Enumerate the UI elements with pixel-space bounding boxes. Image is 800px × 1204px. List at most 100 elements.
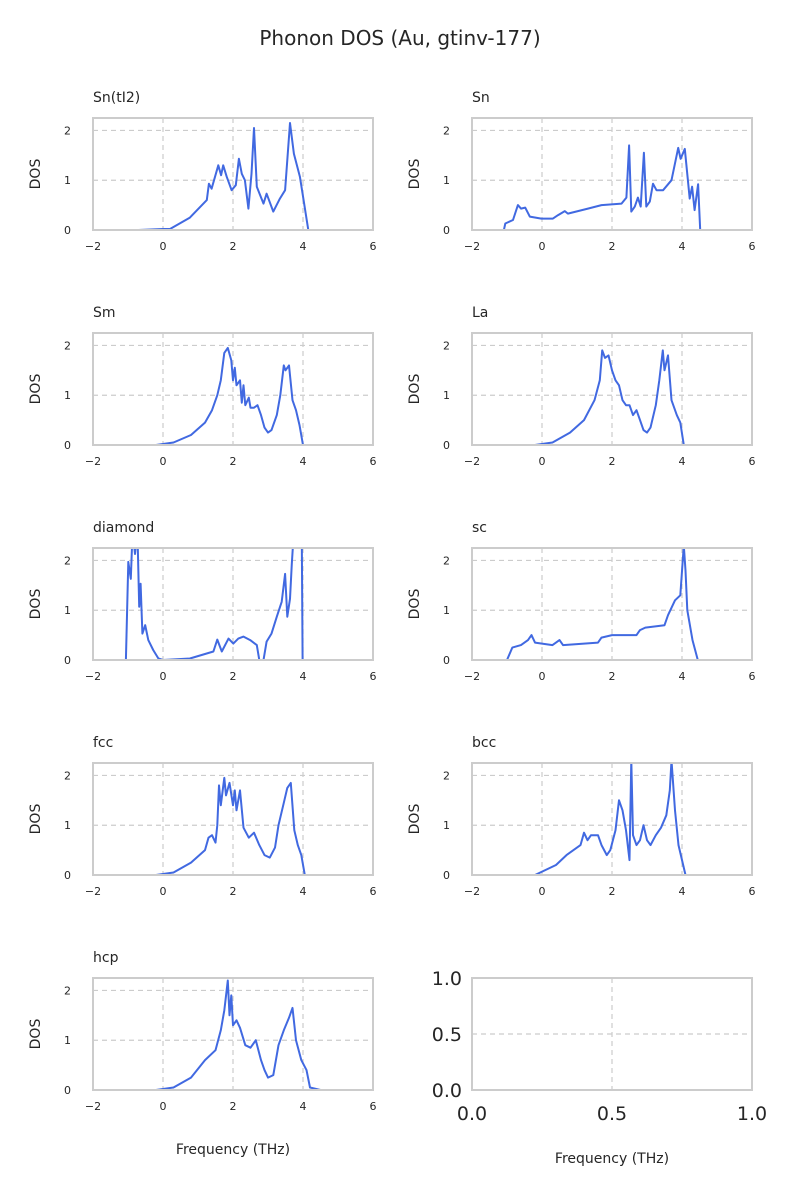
subplot-title: Sn(tI2) [93,90,140,106]
dos-series-line [138,122,325,230]
x-tick-label: 2 [230,670,237,683]
axes-frame [92,762,374,876]
dos-series-line [484,144,720,230]
x-tick-label: 4 [679,455,686,468]
x-tick-label: 0 [539,455,546,468]
subplot-diamond: −2 0 2 4 6 0 1 2 diamond DOS [28,520,377,683]
x-tick-label: 0 [160,1100,167,1113]
x-tick-label: 2 [609,885,616,898]
y-tick-label: 1 [64,389,71,402]
x-tick-label: 2 [230,885,237,898]
y-tick-label: 0 [64,224,71,237]
subplot-sc: −2 0 2 4 6 0 1 2 sc DOS [407,520,756,683]
x-tick-label: 6 [749,670,756,683]
dos-series-line [155,979,321,1090]
x-tick-label: 6 [749,885,756,898]
x-tick-label: −2 [464,240,480,253]
y-tick-label: 0.5 [432,1024,462,1046]
y-tick-label: 2 [443,554,450,567]
subplot-title: bcc [472,735,496,751]
y-axis-label: DOS [407,589,423,620]
x-tick-label: 0 [539,885,546,898]
subplot-La: −2 0 2 4 6 0 1 2 La DOS [407,305,756,468]
subplot-title: Sm [93,305,116,321]
subplot-title: fcc [93,735,113,751]
y-tick-label: 1 [64,1034,71,1047]
y-tick-label: 1 [64,174,71,187]
x-tick-label: 4 [300,1100,307,1113]
y-tick-label: 1 [64,819,71,832]
subplot-title: hcp [93,950,119,966]
subplot-Sn(tI2): −2 0 2 4 6 0 1 2 Sn(tI2) DOS [28,90,377,253]
x-tick-label: 4 [679,670,686,683]
x-tick-label: 6 [370,455,377,468]
x-tick-label: 4 [679,240,686,253]
subplot-title: diamond [93,520,154,536]
x-tick-label: −2 [85,1100,101,1113]
axes-frame [471,117,753,231]
x-tick-label: 0 [539,670,546,683]
x-tick-label: 2 [230,240,237,253]
x-tick-label: 6 [749,240,756,253]
axes-frame [471,977,753,1091]
y-tick-label: 0 [443,224,450,237]
x-tick-label: 6 [749,455,756,468]
x-axis-label: Frequency (THz) [176,1142,290,1158]
y-tick-label: 2 [443,124,450,137]
y-axis-label: DOS [28,159,44,190]
dos-series-line [108,548,321,660]
x-axis-label: Frequency (THz) [555,1151,669,1167]
y-axis-label: DOS [407,159,423,190]
x-tick-label: 6 [370,240,377,253]
subplot-title: Sn [472,90,490,106]
y-axis-label: DOS [28,804,44,835]
dos-series-line [486,548,717,660]
x-tick-label: 4 [300,885,307,898]
y-tick-label: 1 [64,604,71,617]
subplot-title: La [472,305,488,321]
x-tick-label: −2 [464,455,480,468]
axes-frame [92,547,374,661]
axes-frame [92,332,374,446]
x-tick-label: 2 [230,1100,237,1113]
y-tick-label: 2 [64,554,71,567]
x-tick-label: −2 [85,240,101,253]
x-tick-label: 6 [370,670,377,683]
y-tick-label: 2 [443,769,450,782]
x-tick-label: 4 [300,455,307,468]
y-tick-label: 2 [443,339,450,352]
x-tick-label: 0.0 [457,1103,487,1125]
x-tick-label: −2 [464,885,480,898]
y-axis-label: DOS [407,804,423,835]
y-tick-label: 2 [64,124,71,137]
y-tick-label: 1.0 [432,968,462,990]
dos-series-line [155,346,321,445]
y-axis-label: DOS [28,374,44,405]
x-tick-label: 0 [160,885,167,898]
y-tick-label: 0 [64,1084,71,1097]
dos-series-line [534,349,700,445]
y-tick-label: 1 [443,389,450,402]
y-tick-label: 0 [64,869,71,882]
x-tick-label: −2 [464,670,480,683]
dos-series-line [155,776,321,875]
axes-frame [471,332,753,446]
y-tick-label: 0 [443,654,450,667]
subplot-Sn: −2 0 2 4 6 0 1 2 Sn DOS [407,90,756,253]
x-tick-label: −2 [85,885,101,898]
axes-frame [92,977,374,1091]
x-tick-label: 2 [230,455,237,468]
x-tick-label: −2 [85,455,101,468]
x-tick-label: 2 [609,240,616,253]
y-tick-label: 0 [443,869,450,882]
y-tick-label: 2 [64,984,71,997]
y-axis-label: DOS [28,589,44,620]
y-axis-label: DOS [28,1019,44,1050]
figure-title: Phonon DOS (Au, gtinv-177) [259,26,540,50]
x-tick-label: 0.5 [597,1103,627,1125]
y-tick-label: 0 [443,439,450,452]
y-axis-label: DOS [407,374,423,405]
x-tick-label: 0 [160,670,167,683]
x-tick-label: 2 [609,670,616,683]
